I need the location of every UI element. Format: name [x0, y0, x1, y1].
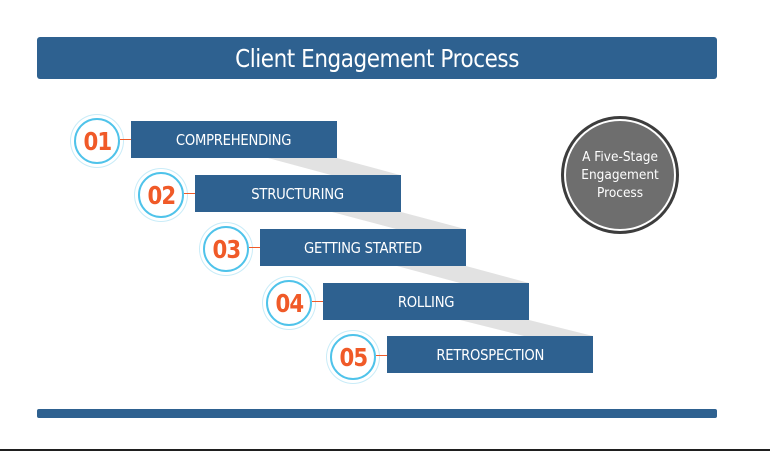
badge-line-2: Engagement — [581, 167, 659, 183]
step-connector-04 — [312, 301, 323, 302]
step-label-04: ROLLING — [323, 283, 529, 320]
five-stage-badge: A Five-Stage Engagement Process — [566, 121, 674, 229]
badge-line-3: Process — [596, 185, 644, 201]
step-label-02: STRUCTURING — [195, 175, 401, 212]
step-label-03: GETTING STARTED — [260, 229, 466, 266]
step-number-04: 04 — [266, 280, 312, 326]
step-connector-03 — [249, 247, 260, 248]
title-banner: Client Engagement Process — [37, 37, 717, 79]
step-number-02: 02 — [138, 172, 184, 218]
step-label-05: RETROSPECTION — [387, 336, 593, 373]
footer-divider — [0, 449, 770, 451]
step-number-03: 03 — [203, 226, 249, 272]
step-connector-01 — [120, 139, 131, 140]
step-number-05: 05 — [330, 334, 376, 380]
step-label-01: COMPREHENDING — [131, 121, 337, 158]
badge-line-1: A Five-Stage — [582, 149, 658, 165]
diagram-title: Client Engagement Process — [235, 43, 519, 73]
step-number-01: 01 — [74, 118, 120, 164]
step-connector-05 — [376, 355, 387, 356]
bottom-bar — [37, 409, 717, 418]
step-connector-02 — [184, 193, 195, 194]
